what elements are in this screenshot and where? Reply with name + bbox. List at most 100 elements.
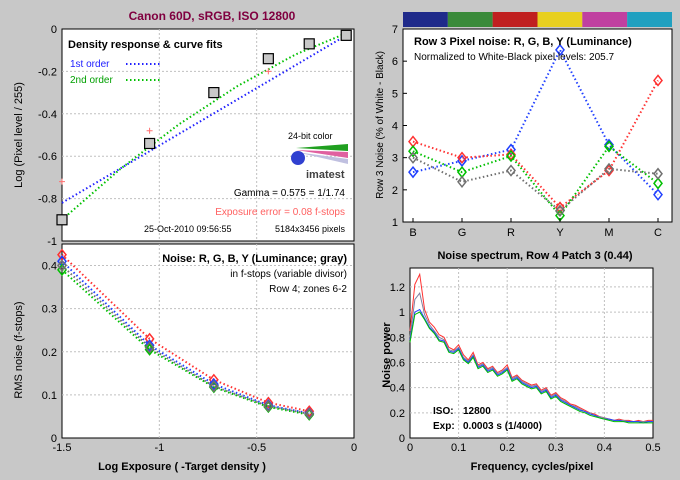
pixel-noise-series-line (412, 144, 659, 218)
pixel-noise-point (555, 201, 565, 214)
pixel-noise-subtitle: Normalized to White-Black pixel levels: … (414, 52, 615, 63)
pixel-noise-point (408, 145, 418, 158)
noise-stops-grid (62, 244, 354, 438)
image-size-text: 5184x3456 pixels (275, 224, 346, 234)
pixel-noise-y-tick-label: 4 (392, 121, 398, 133)
pixel-noise-point (457, 151, 467, 164)
noise-stops-point (304, 407, 315, 421)
density-y-ticks: 0 -0.2 -0.4 -0.6 -0.8 -1 (38, 24, 57, 248)
noise-stops-point (208, 380, 219, 393)
density-marks (56, 29, 352, 226)
density-data-point (262, 53, 274, 65)
pixel-noise-y-tick-label: 3 (392, 153, 398, 165)
pixel-noise-panel: 1 2 3 4 5 6 7 B G R Y M C Row 3 Pixel noise: R, G, … (375, 12, 673, 239)
spectrum-y-tick-label: 0.4 (390, 383, 405, 395)
density-exposure-point (146, 127, 153, 134)
density-exposure-point (265, 68, 272, 75)
pixel-noise-point (604, 164, 614, 177)
pixel-noise-y-tick-label: 7 (392, 24, 398, 36)
pixel-noise-series-line (412, 156, 659, 213)
noise-stops-x-tick-label: 0 (351, 442, 357, 454)
density-legend-1st-order: 1st order (70, 59, 110, 70)
density-data-point (144, 137, 156, 150)
iso-value: 12800 (463, 406, 491, 417)
gamma-text: Gamma = 0.575 = 1/1.74 (234, 188, 346, 199)
spectrum-y-tick-label: 0.2 (390, 408, 405, 420)
noise-stops-series-line (61, 254, 310, 413)
pixel-noise-point (604, 140, 614, 153)
density-y-tick-label: -0.6 (38, 151, 57, 163)
imatest-logo: imatest (291, 144, 348, 181)
density-y-tick-label: -1 (47, 236, 57, 248)
noise-stops-x-axis-label: Log Exposure ( -Target density ) (98, 461, 266, 473)
density-exposure-point (59, 178, 65, 185)
spectrum-y-axis-label: Noise power (381, 322, 393, 388)
pixel-noise-point (408, 165, 418, 179)
noise-stops-y-tick-label: 0.2 (42, 347, 57, 359)
noise-stops-x-tick-label: -0.5 (247, 442, 266, 454)
noise-stops-point (57, 259, 67, 272)
noise-stops-y-tick-label: 0.4 (42, 261, 57, 273)
noise-stops-y-tick-label: 0 (51, 433, 57, 445)
pixel-noise-y-tick-label: 6 (392, 56, 398, 68)
pixel-noise-point (555, 43, 565, 57)
pixel-noise-x-tick-label: Y (556, 227, 564, 239)
spectrum-y-tick-label: 1.2 (390, 282, 405, 294)
pixel-noise-point (604, 138, 614, 152)
noise-stops-y-tick-label: 0.1 (42, 390, 57, 402)
density-y-tick-label: -0.8 (38, 194, 57, 206)
spectrum-x-tick-label: 0.2 (500, 442, 515, 454)
patch-swatch (627, 12, 672, 27)
exposure-label: Exp: (433, 421, 455, 432)
noise-stops-marks (57, 248, 315, 421)
spectrum-series-line (409, 308, 653, 424)
pixel-noise-x-tick-label: C (654, 227, 662, 239)
noise-stops-x-ticks: -1.5 -1 -0.5 0 (53, 442, 358, 454)
spectrum-series-line (409, 311, 653, 424)
exposure-value: 0.0003 s (1/4000) (463, 421, 542, 432)
patch-swatch (403, 12, 448, 27)
noise-stops-note-1: in f-stops (variable divisor) (230, 269, 347, 280)
patch-swatch (447, 12, 493, 27)
pixel-noise-x-tick-label: R (507, 227, 515, 239)
pixel-noise-point (604, 162, 614, 176)
pixel-noise-title: Row 3 Pixel noise: R, G, B, Y (Luminance… (414, 36, 632, 48)
spectrum-title: Noise spectrum, Row 4 Patch 3 (0.44) (437, 250, 632, 262)
density-grid (62, 29, 354, 241)
noise-stops-x-tick-label: -1.5 (53, 442, 72, 454)
density-data-point (56, 214, 68, 226)
pixel-noise-plot-area (402, 28, 673, 223)
iso-label: ISO: (433, 406, 454, 417)
pixel-noise-x-tick-label: B (409, 227, 416, 239)
pixel-noise-point (653, 188, 663, 201)
pixel-noise-y-tick-label: 2 (392, 185, 398, 197)
pixel-noise-series-line (412, 79, 659, 209)
date-text: 25-Oct-2010 09:56:55 (144, 224, 232, 234)
density-panel: 0 -0.2 -0.4 -0.6 -0.8 -1 Log (Pixel level / 2… (13, 24, 355, 248)
noise-stops-x-tick-label: -1 (154, 442, 164, 454)
noise-stops-point (208, 377, 219, 391)
spectrum-x-tick-label: 0.5 (645, 442, 660, 454)
density-plot-area (61, 28, 355, 242)
density-legend-title: Density response & curve fits (68, 39, 223, 51)
spectrum-x-axis-label: Frequency, cycles/pixel (471, 461, 594, 473)
noise-stops-panel: 0 0.1 0.2 0.3 0.4 -1.5 -1 -0.5 0 Noise: R, G, B… (13, 243, 358, 473)
spectrum-y-tick-label: 0 (399, 433, 405, 445)
pixel-noise-x-tick-label: M (604, 227, 613, 239)
spectrum-y-tick-label: 0.6 (390, 357, 405, 369)
density-data-point (303, 38, 315, 50)
pixel-noise-series-line (412, 47, 659, 196)
spectrum-grid (410, 268, 653, 438)
patch-color-strip (403, 12, 672, 27)
spectrum-y-tick-label: 0.8 (390, 332, 405, 344)
noise-stops-point (263, 396, 274, 409)
pixel-noise-point (457, 175, 467, 188)
spectrum-y-ticks: 0 0.2 0.4 0.6 0.8 1 1.2 (390, 282, 405, 445)
patch-swatch (582, 12, 628, 27)
pixel-noise-point (555, 204, 565, 217)
density-y-tick-label: -0.2 (38, 66, 57, 78)
density-y-axis-label: Log (Pixel level / 255) (13, 82, 25, 188)
noise-stops-y-axis-label: RMS noise (f-stops) (13, 301, 25, 398)
